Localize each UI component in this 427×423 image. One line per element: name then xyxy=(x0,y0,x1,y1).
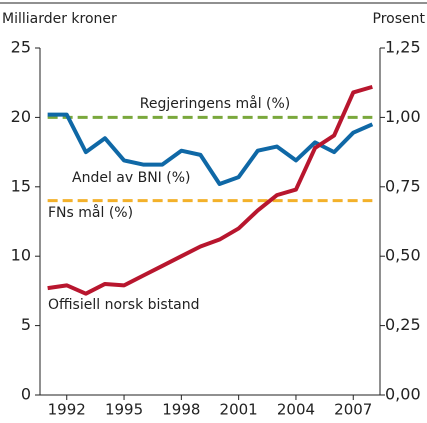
y-tick-label: 0 xyxy=(21,385,31,404)
x-tick-label: 1998 xyxy=(162,401,200,419)
x-tick-label: 2001 xyxy=(220,401,258,419)
series-label: FNs mål (%) xyxy=(48,204,133,221)
y2-tick-label: 0,25 xyxy=(385,315,421,334)
series-label: Regjeringens mål (%) xyxy=(140,95,291,112)
y-tick-label: 20 xyxy=(11,107,31,126)
y-tick-label: 15 xyxy=(11,176,31,195)
x-tick-label: 1992 xyxy=(48,401,86,419)
series-label: Andel av BNI (%) xyxy=(72,170,191,186)
y-tick-label: 10 xyxy=(11,246,31,265)
y2-axis-title: Prosent xyxy=(373,11,426,27)
x-tick-label: 2007 xyxy=(334,401,372,419)
x-tick-label: 2004 xyxy=(277,401,315,419)
x-tick-label: 1995 xyxy=(105,401,143,419)
y2-tick-label: 0,00 xyxy=(385,385,421,404)
y2-tick-label: 0,75 xyxy=(385,176,421,195)
y2-tick-label: 0,50 xyxy=(385,246,421,265)
y2-tick-label: 1,00 xyxy=(385,107,421,126)
y-tick-label: 5 xyxy=(21,315,31,334)
series-line xyxy=(47,84,373,296)
y2-tick-label: 1,25 xyxy=(385,38,421,57)
y-tick-label: 25 xyxy=(11,38,31,57)
y-axis-title: Milliarder kroner xyxy=(2,11,117,27)
series-label: Offisiell norsk bistand xyxy=(48,297,200,313)
